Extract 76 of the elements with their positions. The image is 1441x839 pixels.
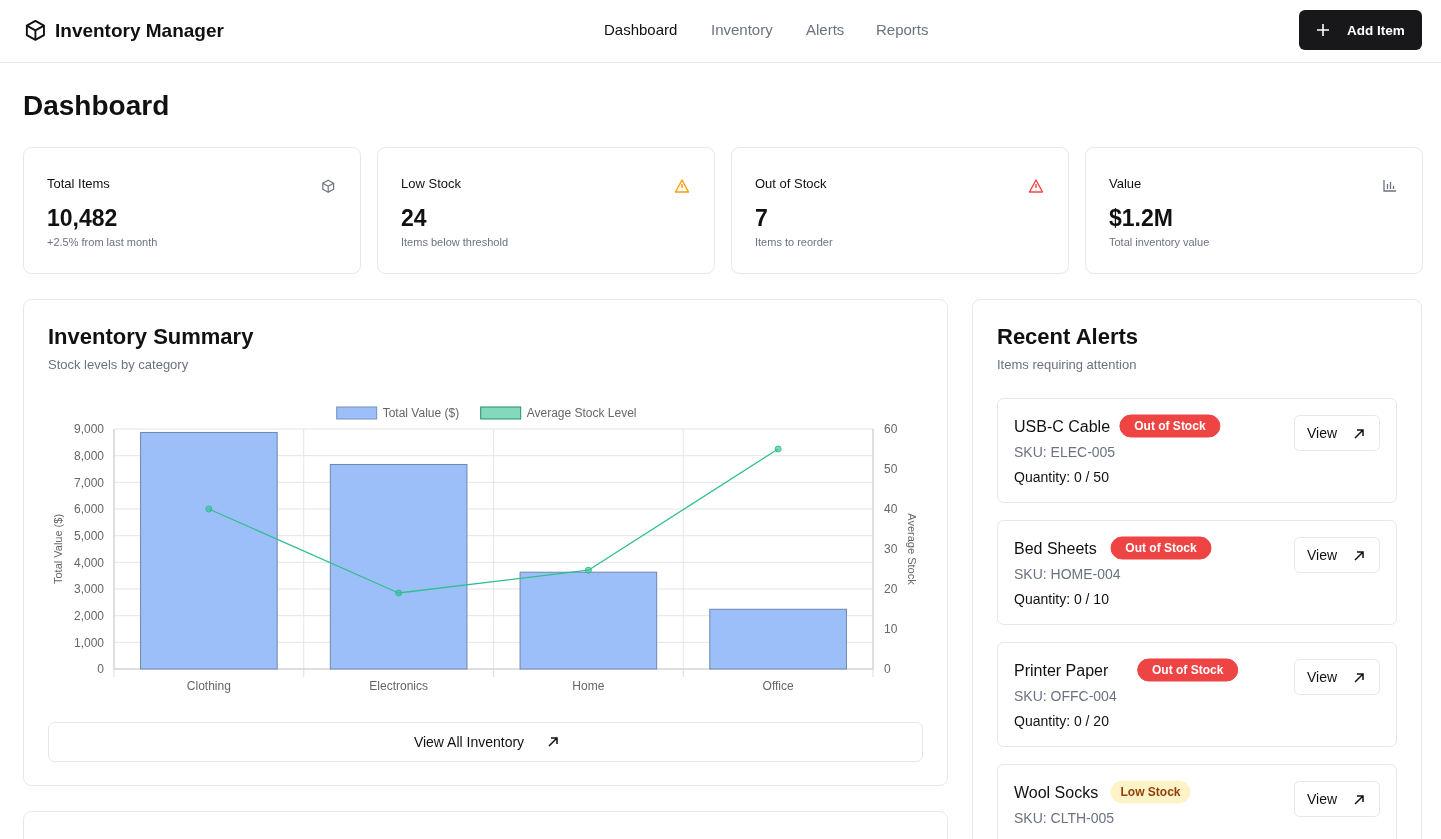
y-tick-label: 3,000 <box>73 582 105 597</box>
text: Low Stock <box>1120 785 1181 799</box>
text: Add Item <box>1347 23 1405 38</box>
text: USB-C Cable <box>1014 418 1111 435</box>
text: 10,482 <box>47 205 118 231</box>
y-tick-label: 6,000 <box>73 502 105 517</box>
text: View <box>1307 547 1338 563</box>
text: Out of Stock <box>755 176 828 191</box>
text: 24 <box>401 205 427 231</box>
text: Bed Sheets <box>1014 540 1097 557</box>
text: SKU: ELEC-005 <box>1014 444 1116 460</box>
x-tick-label: Electronics <box>369 679 428 693</box>
bar <box>709 608 847 670</box>
text: Inventory Manager <box>55 20 225 41</box>
text: $1.2M <box>1109 205 1173 231</box>
y-axis-title: Total Value ($) <box>52 513 64 585</box>
text: Out of Stock <box>1152 663 1224 677</box>
text: View <box>1307 669 1338 685</box>
text: Alerts <box>806 21 845 38</box>
x-tick-label: Home <box>572 679 605 693</box>
text: Out of Stock <box>1125 541 1197 555</box>
y-tick-label: 2,000 <box>73 608 105 623</box>
text: Quantity: 0 / 50 <box>1014 469 1110 485</box>
point <box>774 445 782 453</box>
text: Low Stock <box>401 176 462 191</box>
chart-title: Inventory Summary <box>48 324 255 349</box>
text: Items requiring attention <box>997 357 1137 372</box>
bar <box>519 571 658 670</box>
x-tick-label: Clothing <box>186 679 231 693</box>
legend-label: Average Stock Level <box>526 406 637 421</box>
legend-label: Total Value ($) <box>382 406 460 421</box>
text: View <box>1307 425 1338 441</box>
text: Quantity: 0 / 10 <box>1014 591 1110 607</box>
text: Printer Paper <box>1014 662 1109 679</box>
y2-tick-label: 50 <box>884 462 898 477</box>
chart-subtitle: Stock levels by category <box>48 357 189 372</box>
y-tick-label: 9,000 <box>73 422 105 437</box>
y2-tick-label: 60 <box>884 422 898 437</box>
text: Items to reorder <box>755 236 833 248</box>
text: Total Items <box>47 176 111 191</box>
text: View <box>1307 791 1338 807</box>
text: Items below threshold <box>401 236 508 248</box>
bar <box>329 463 468 670</box>
y2-tick-label: 10 <box>884 622 898 637</box>
text: Total inventory value <box>1109 236 1210 248</box>
text: Dashboard <box>604 21 678 38</box>
y2-tick-label: 0 <box>884 662 891 677</box>
text: View All Inventory <box>413 734 525 750</box>
text: Reports <box>876 21 929 38</box>
y-tick-label: 1,000 <box>73 635 105 650</box>
bar <box>140 431 278 670</box>
text: Out of Stock <box>1134 419 1206 433</box>
text: Inventory <box>711 21 774 38</box>
y2-tick-label: 20 <box>884 582 898 597</box>
point <box>395 589 403 597</box>
x-tick-label: Office <box>762 679 795 693</box>
text: Quantity: 0 / 20 <box>1014 713 1110 729</box>
y-tick-label: 5,000 <box>73 528 105 543</box>
text: SKU: CLTH-005 <box>1014 810 1115 826</box>
y-tick-label: 0 <box>97 662 105 677</box>
text: Wool Socks <box>1014 784 1099 801</box>
point <box>205 505 213 513</box>
y2-axis-title: Average Stock <box>906 513 918 586</box>
text: SKU: HOME-004 <box>1014 566 1121 582</box>
text: Dashboard <box>23 90 170 121</box>
text: Value <box>1109 176 1142 191</box>
y-tick-label: 7,000 <box>73 475 105 490</box>
text: 7 <box>755 205 768 231</box>
y2-tick-label: 40 <box>884 502 898 517</box>
text: +2.5% from last month <box>47 236 158 248</box>
text: SKU: OFFC-004 <box>1014 688 1117 704</box>
y-tick-label: 8,000 <box>73 448 105 463</box>
text: Recent Alerts <box>997 324 1139 349</box>
y-tick-label: 4,000 <box>73 555 105 570</box>
y2-tick-label: 30 <box>884 542 898 557</box>
point <box>584 566 592 574</box>
